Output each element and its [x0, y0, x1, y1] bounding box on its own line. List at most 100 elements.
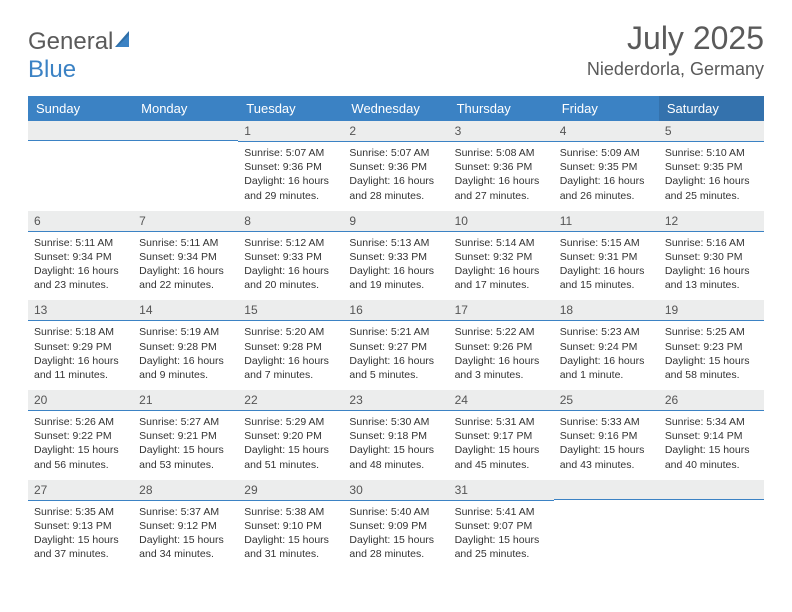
calendar-cell: [659, 480, 764, 570]
day-details: Sunrise: 5:35 AMSunset: 9:13 PMDaylight:…: [28, 501, 133, 570]
calendar-cell: 1Sunrise: 5:07 AMSunset: 9:36 PMDaylight…: [238, 121, 343, 211]
calendar-cell: 24Sunrise: 5:31 AMSunset: 9:17 PMDayligh…: [449, 390, 554, 480]
day-details: Sunrise: 5:41 AMSunset: 9:07 PMDaylight:…: [449, 501, 554, 570]
day-details: Sunrise: 5:08 AMSunset: 9:36 PMDaylight:…: [449, 142, 554, 211]
calendar-week-row: 27Sunrise: 5:35 AMSunset: 9:13 PMDayligh…: [28, 480, 764, 570]
day-number: 30: [343, 480, 448, 501]
day-details: Sunrise: 5:25 AMSunset: 9:23 PMDaylight:…: [659, 321, 764, 390]
day-details-empty: [28, 141, 133, 203]
day-number: 10: [449, 211, 554, 232]
calendar-cell: 11Sunrise: 5:15 AMSunset: 9:31 PMDayligh…: [554, 211, 659, 301]
weekday-header: Thursday: [449, 96, 554, 121]
day-number: 6: [28, 211, 133, 232]
day-number: 20: [28, 390, 133, 411]
calendar-cell: 9Sunrise: 5:13 AMSunset: 9:33 PMDaylight…: [343, 211, 448, 301]
day-number-empty: [28, 121, 133, 141]
day-number: 23: [343, 390, 448, 411]
day-details: Sunrise: 5:19 AMSunset: 9:28 PMDaylight:…: [133, 321, 238, 390]
day-details: Sunrise: 5:12 AMSunset: 9:33 PMDaylight:…: [238, 232, 343, 301]
day-number: 15: [238, 300, 343, 321]
day-number-empty: [133, 121, 238, 141]
day-details: Sunrise: 5:07 AMSunset: 9:36 PMDaylight:…: [238, 142, 343, 211]
day-number-empty: [659, 480, 764, 500]
day-number: 29: [238, 480, 343, 501]
calendar-cell: 10Sunrise: 5:14 AMSunset: 9:32 PMDayligh…: [449, 211, 554, 301]
day-details: Sunrise: 5:16 AMSunset: 9:30 PMDaylight:…: [659, 232, 764, 301]
day-number: 16: [343, 300, 448, 321]
calendar-table: SundayMondayTuesdayWednesdayThursdayFrid…: [28, 96, 764, 569]
weekday-header: Tuesday: [238, 96, 343, 121]
calendar-cell: 17Sunrise: 5:22 AMSunset: 9:26 PMDayligh…: [449, 300, 554, 390]
calendar-cell: 2Sunrise: 5:07 AMSunset: 9:36 PMDaylight…: [343, 121, 448, 211]
calendar-cell: 20Sunrise: 5:26 AMSunset: 9:22 PMDayligh…: [28, 390, 133, 480]
calendar-cell: 22Sunrise: 5:29 AMSunset: 9:20 PMDayligh…: [238, 390, 343, 480]
day-number-empty: [554, 480, 659, 500]
day-details: Sunrise: 5:37 AMSunset: 9:12 PMDaylight:…: [133, 501, 238, 570]
day-details-empty: [659, 500, 764, 562]
calendar-week-row: 13Sunrise: 5:18 AMSunset: 9:29 PMDayligh…: [28, 300, 764, 390]
weekday-header-row: SundayMondayTuesdayWednesdayThursdayFrid…: [28, 96, 764, 121]
day-number: 31: [449, 480, 554, 501]
day-details: Sunrise: 5:33 AMSunset: 9:16 PMDaylight:…: [554, 411, 659, 480]
brand-sail-icon: [115, 28, 135, 56]
day-details: Sunrise: 5:23 AMSunset: 9:24 PMDaylight:…: [554, 321, 659, 390]
calendar-cell: 19Sunrise: 5:25 AMSunset: 9:23 PMDayligh…: [659, 300, 764, 390]
calendar-cell: 7Sunrise: 5:11 AMSunset: 9:34 PMDaylight…: [133, 211, 238, 301]
calendar-cell: 5Sunrise: 5:10 AMSunset: 9:35 PMDaylight…: [659, 121, 764, 211]
day-number: 14: [133, 300, 238, 321]
day-details: Sunrise: 5:29 AMSunset: 9:20 PMDaylight:…: [238, 411, 343, 480]
calendar-cell: 15Sunrise: 5:20 AMSunset: 9:28 PMDayligh…: [238, 300, 343, 390]
day-details: Sunrise: 5:11 AMSunset: 9:34 PMDaylight:…: [133, 232, 238, 301]
day-number: 4: [554, 121, 659, 142]
day-details: Sunrise: 5:38 AMSunset: 9:10 PMDaylight:…: [238, 501, 343, 570]
calendar-cell: 13Sunrise: 5:18 AMSunset: 9:29 PMDayligh…: [28, 300, 133, 390]
calendar-cell: 3Sunrise: 5:08 AMSunset: 9:36 PMDaylight…: [449, 121, 554, 211]
brand-text: GeneralBlue: [28, 28, 135, 84]
day-number: 21: [133, 390, 238, 411]
calendar-cell: 23Sunrise: 5:30 AMSunset: 9:18 PMDayligh…: [343, 390, 448, 480]
weekday-header: Sunday: [28, 96, 133, 121]
day-details: Sunrise: 5:26 AMSunset: 9:22 PMDaylight:…: [28, 411, 133, 480]
day-details-empty: [133, 141, 238, 203]
calendar-cell: 21Sunrise: 5:27 AMSunset: 9:21 PMDayligh…: [133, 390, 238, 480]
calendar-cell: 31Sunrise: 5:41 AMSunset: 9:07 PMDayligh…: [449, 480, 554, 570]
calendar-week-row: 6Sunrise: 5:11 AMSunset: 9:34 PMDaylight…: [28, 211, 764, 301]
day-number: 24: [449, 390, 554, 411]
day-number: 11: [554, 211, 659, 232]
brand-logo: GeneralBlue: [28, 28, 135, 84]
brand-part2: Blue: [28, 56, 76, 83]
day-details: Sunrise: 5:14 AMSunset: 9:32 PMDaylight:…: [449, 232, 554, 301]
day-number: 8: [238, 211, 343, 232]
day-number: 13: [28, 300, 133, 321]
calendar-cell: 28Sunrise: 5:37 AMSunset: 9:12 PMDayligh…: [133, 480, 238, 570]
day-number: 25: [554, 390, 659, 411]
day-number: 7: [133, 211, 238, 232]
calendar-cell: 18Sunrise: 5:23 AMSunset: 9:24 PMDayligh…: [554, 300, 659, 390]
day-details-empty: [554, 500, 659, 562]
day-details: Sunrise: 5:31 AMSunset: 9:17 PMDaylight:…: [449, 411, 554, 480]
calendar-cell: 29Sunrise: 5:38 AMSunset: 9:10 PMDayligh…: [238, 480, 343, 570]
weekday-header: Friday: [554, 96, 659, 121]
calendar-cell: 4Sunrise: 5:09 AMSunset: 9:35 PMDaylight…: [554, 121, 659, 211]
day-number: 17: [449, 300, 554, 321]
calendar-cell: 27Sunrise: 5:35 AMSunset: 9:13 PMDayligh…: [28, 480, 133, 570]
day-details: Sunrise: 5:21 AMSunset: 9:27 PMDaylight:…: [343, 321, 448, 390]
calendar-cell: 26Sunrise: 5:34 AMSunset: 9:14 PMDayligh…: [659, 390, 764, 480]
page-header: GeneralBlue July 2025 Niederdorla, Germa…: [28, 20, 764, 84]
day-number: 28: [133, 480, 238, 501]
day-number: 3: [449, 121, 554, 142]
calendar-cell: 6Sunrise: 5:11 AMSunset: 9:34 PMDaylight…: [28, 211, 133, 301]
month-title: July 2025: [587, 20, 764, 57]
day-number: 1: [238, 121, 343, 142]
calendar-cell: 8Sunrise: 5:12 AMSunset: 9:33 PMDaylight…: [238, 211, 343, 301]
day-number: 12: [659, 211, 764, 232]
title-block: July 2025 Niederdorla, Germany: [587, 20, 764, 80]
calendar-cell: [28, 121, 133, 211]
day-details: Sunrise: 5:07 AMSunset: 9:36 PMDaylight:…: [343, 142, 448, 211]
day-details: Sunrise: 5:27 AMSunset: 9:21 PMDaylight:…: [133, 411, 238, 480]
calendar-cell: 14Sunrise: 5:19 AMSunset: 9:28 PMDayligh…: [133, 300, 238, 390]
day-number: 26: [659, 390, 764, 411]
weekday-header: Monday: [133, 96, 238, 121]
day-details: Sunrise: 5:34 AMSunset: 9:14 PMDaylight:…: [659, 411, 764, 480]
day-number: 9: [343, 211, 448, 232]
